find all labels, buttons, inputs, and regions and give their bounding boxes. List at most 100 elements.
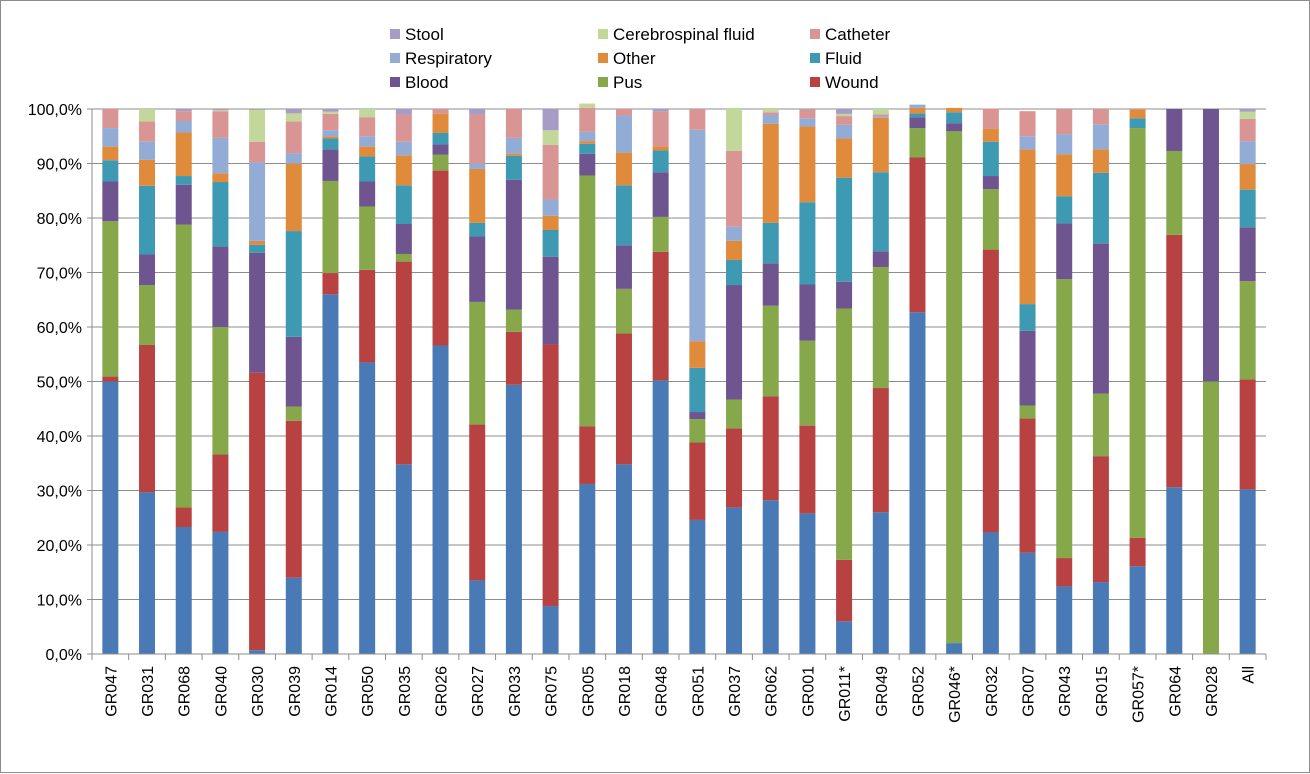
- bar-segment: [1019, 418, 1036, 553]
- bar-segment: [762, 222, 779, 264]
- bar-segment: [212, 137, 229, 174]
- bar-segment: [322, 111, 339, 114]
- bar-segment: [139, 344, 156, 493]
- bar-segment: [249, 240, 266, 245]
- bar-segment: [102, 128, 119, 147]
- bar-segment: [726, 240, 743, 260]
- x-tick-label: GR014: [323, 666, 340, 717]
- bar-segment: [579, 175, 596, 427]
- bar-segment: [469, 109, 486, 115]
- legend-swatch: [390, 29, 400, 39]
- bar-segment: [505, 155, 522, 180]
- bar-segment: [359, 206, 376, 270]
- bar-segment: [505, 331, 522, 385]
- bar-segment: [359, 117, 376, 137]
- x-tick-label: GR052: [910, 666, 927, 717]
- x-tick-label: GR046*: [947, 666, 964, 723]
- bar-segment: [1239, 118, 1256, 142]
- legend-swatch: [598, 29, 608, 39]
- bar-segment: [946, 107, 963, 113]
- legend-swatch: [598, 53, 608, 63]
- bar-segment: [982, 532, 999, 654]
- bar-segment: [469, 163, 486, 169]
- bar-segment: [505, 153, 522, 156]
- x-tick-label: GR005: [580, 666, 597, 717]
- bar-segment: [249, 244, 266, 253]
- bar-segment: [1202, 109, 1219, 382]
- x-tick-label: GR018: [617, 666, 634, 717]
- bar-segment: [689, 129, 706, 342]
- bar-segment: [359, 181, 376, 207]
- bar-segment: [469, 580, 486, 654]
- bar-segment: [1056, 223, 1073, 280]
- bar-segment: [909, 117, 926, 129]
- bar-segment: [726, 259, 743, 286]
- bar-segment: [1239, 141, 1256, 165]
- bar-segment: [1019, 111, 1036, 137]
- x-tick-label: All: [1241, 666, 1258, 684]
- bar-segment: [726, 107, 743, 151]
- bar-segment: [946, 112, 963, 124]
- bar-segment: [395, 114, 412, 142]
- bar-segment: [579, 141, 596, 144]
- bar-segment: [799, 126, 816, 203]
- bar-segment: [579, 107, 596, 132]
- bar-segment: [689, 367, 706, 413]
- bar-segment: [909, 107, 926, 114]
- bar-segment: [982, 189, 999, 250]
- bar-segment: [139, 141, 156, 160]
- legend-swatch: [810, 77, 820, 87]
- bar-segment: [322, 113, 339, 131]
- bar-segment: [579, 426, 596, 484]
- bar-segment: [469, 168, 486, 223]
- bar-segment: [579, 103, 596, 108]
- x-tick-label: GR011*: [837, 666, 854, 722]
- y-tick-label: 70,0%: [37, 266, 82, 283]
- x-tick-label: GR048: [654, 666, 671, 717]
- y-tick-label: 90,0%: [37, 157, 82, 174]
- bar-segment: [102, 376, 119, 382]
- x-tick-label: GR027: [470, 666, 487, 717]
- bar-segment: [1092, 582, 1109, 654]
- bar-segment: [285, 406, 302, 421]
- bar-segment: [799, 340, 816, 426]
- bar-segment: [836, 559, 853, 622]
- bar-segment: [285, 420, 302, 578]
- x-tick-label: GR032: [984, 666, 1001, 717]
- y-tick-label: 0,0%: [46, 647, 82, 664]
- bar-segment: [212, 110, 229, 112]
- bar-segment: [395, 464, 412, 654]
- bar-segment: [542, 109, 559, 131]
- bar-segment: [469, 114, 486, 164]
- bar-segment: [762, 305, 779, 397]
- bar-segment: [285, 231, 302, 337]
- bar-segment: [1129, 537, 1146, 567]
- bar-segment: [1056, 109, 1073, 135]
- legend-swatch: [390, 53, 400, 63]
- bar-segment: [579, 483, 596, 654]
- bar-segment: [799, 109, 816, 119]
- bar-segment: [652, 380, 669, 654]
- bar-segment: [1129, 118, 1146, 129]
- bar-segment: [542, 215, 559, 230]
- bar-segment: [1056, 134, 1073, 155]
- bar-segment: [1056, 558, 1073, 587]
- legend: Stool Cerebrospinal fluid Catheter Respirat…: [390, 25, 891, 92]
- bar-segment: [359, 136, 376, 147]
- bar-segment: [615, 333, 632, 465]
- y-tick-label: 80,0%: [37, 211, 82, 228]
- bar-segment: [175, 120, 192, 133]
- bar-segment: [285, 577, 302, 654]
- x-tick-label: GR057*: [1131, 666, 1148, 723]
- bar-segment: [909, 128, 926, 158]
- bar-segment: [799, 202, 816, 285]
- bar-segment: [212, 531, 229, 654]
- bar-segment: [1019, 330, 1036, 406]
- bar-segment: [872, 116, 889, 118]
- bar-segment: [432, 113, 449, 133]
- bar-segment: [1019, 136, 1036, 150]
- bar-segment: [872, 114, 889, 117]
- bar-segment: [175, 111, 192, 121]
- bar-segment: [542, 606, 559, 654]
